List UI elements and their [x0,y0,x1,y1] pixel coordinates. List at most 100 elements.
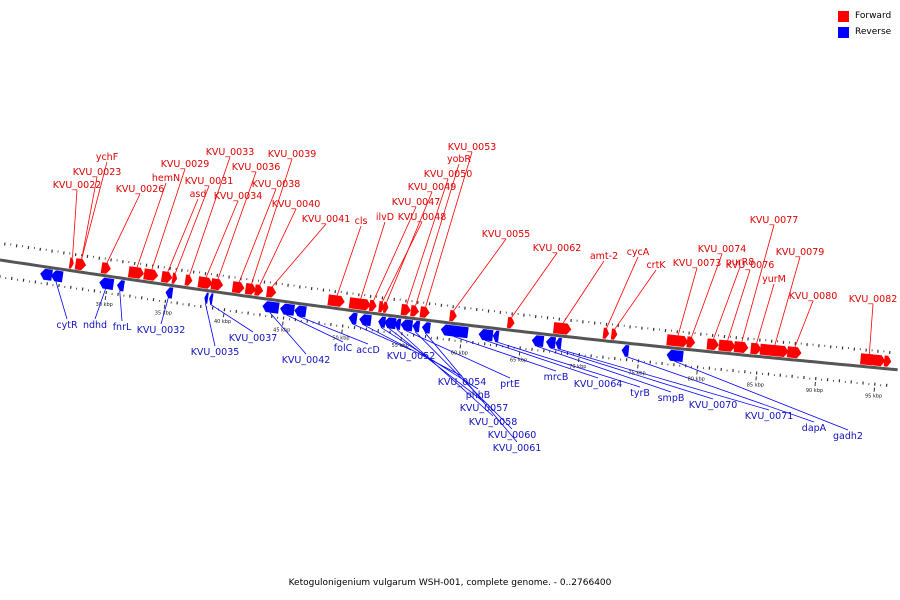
forward-gene-arrow[interactable] [883,355,892,367]
forward-gene-label: yurM [762,274,786,285]
reverse-gene-label: KVU_0060 [488,430,537,441]
kbp-tick-label: 40 kbp [214,319,231,325]
reverse-gene-arrow[interactable] [492,330,500,342]
forward-gene-arrow[interactable] [77,258,84,270]
reverse-gene-arrow[interactable] [412,320,421,333]
forward-gene-arrow[interactable] [602,327,610,339]
forward-gene-arrow[interactable] [100,262,111,274]
forward-gene-arrow[interactable] [382,301,389,313]
forward-gene-label: KVU_0076 [726,260,775,271]
forward-gene-arrow[interactable] [733,341,749,353]
reverse-leader [495,341,641,388]
forward-leader [713,266,741,340]
reverse-gene-arrow[interactable] [280,303,295,316]
reverse-gene-arrow[interactable] [117,280,125,292]
forward-gene-arrow[interactable] [171,272,178,284]
kbp-tick-label: 45 kbp [273,327,290,333]
reverse-leader [624,355,815,423]
forward-leader [794,300,814,348]
reverse-gene-arrow[interactable] [546,336,557,349]
forward-gene-arrow[interactable] [143,268,159,281]
forward-gene-arrow[interactable] [254,284,264,296]
forward-gene-label: KVU_0055 [482,229,531,240]
forward-gene-arrow[interactable] [266,286,277,298]
forward-gene-arrow[interactable] [759,343,789,357]
forward-gene-arrow[interactable] [210,278,224,291]
forward-gene-arrow[interactable] [197,276,213,289]
reverse-leader [160,298,169,325]
reverse-gene-arrow[interactable] [621,345,630,357]
forward-gene-arrow[interactable] [184,274,193,286]
forward-gene-arrow[interactable] [553,322,572,335]
forward-gene-label: KVU_0041 [302,214,351,225]
forward-gene-arrow[interactable] [419,306,430,318]
kbp-tick [222,313,225,318]
forward-gene-arrow[interactable] [506,316,515,329]
reverse-gene-label: tyrB [630,388,650,399]
forward-gene-arrow[interactable] [348,297,371,311]
reverse-leader [536,345,672,393]
forward-gene-arrow[interactable] [160,271,173,283]
forward-gene-arrow[interactable] [449,310,457,322]
forward-leader [756,283,775,344]
reverse-gene-arrow[interactable] [50,270,64,283]
forward-gene-arrow[interactable] [718,339,736,352]
reverse-gene-label: KVU_0054 [438,377,487,388]
forward-gene-arrow[interactable] [378,301,385,313]
forward-gene-arrow[interactable] [706,338,719,351]
forward-gene-arrow[interactable] [400,303,411,316]
reverse-gene-arrow[interactable] [262,301,280,314]
forward-gene-arrow[interactable] [860,353,878,366]
forward-gene-label: KVU_0034 [214,191,263,202]
forward-gene-arrow[interactable] [686,336,696,348]
reverse-gene-arrow[interactable] [400,319,414,332]
kbp-tick [163,304,166,309]
forward-gene-arrow[interactable] [327,294,345,307]
kbp-tick-labels: 30 kbp 35 kbp 40 kbp 45 kbp 50 kbp 55 kbp 60 k… [96,295,882,400]
reverse-gene-arrow[interactable] [666,349,684,362]
forward-gene-label: cycA [627,247,650,258]
reverse-gene-arrow[interactable] [421,322,431,334]
reverse-gene-arrow[interactable] [348,312,358,325]
reverse-gene-arrow[interactable] [555,337,563,349]
forward-gene-arrow[interactable] [873,354,886,367]
reverse-gene-arrow[interactable] [165,287,174,299]
reverse-gene-label: mrcB [544,372,569,383]
forward-gene-arrow[interactable] [666,334,689,347]
forward-gene-arrow[interactable] [786,346,802,359]
kbp-tick-label: 60 kbp [451,350,468,356]
forward-leader [774,256,801,346]
reverse-gene-arrow[interactable] [378,316,386,328]
forward-gene-arrow[interactable] [368,299,377,312]
reverse-gene-arrow[interactable] [204,292,209,304]
reverse-gene-arrow[interactable] [294,305,307,318]
kbp-tick [282,321,284,326]
forward-gene-arrow[interactable] [244,283,257,295]
reverse-gene-arrow[interactable] [531,335,545,347]
forward-gene-arrow[interactable] [127,266,144,279]
forward-leader [167,198,199,272]
forward-gene-arrow[interactable] [410,305,419,317]
forward-gene-arrow[interactable] [231,281,245,294]
kbp-tick-label: 50 kbp [332,335,349,341]
reverse-gene-arrow[interactable] [394,318,402,330]
reverse-gene-arrow[interactable] [209,293,214,305]
reverse-gene-arrow[interactable] [359,314,372,327]
reverse-gene-label: accD [356,345,380,356]
forward-leader [614,269,657,330]
kbp-tick-label: 65 kbp [510,357,527,363]
reverse-gene-label: KVU_0071 [745,411,794,422]
reverse-gene-arrow[interactable] [99,277,115,290]
reverse-gene-arrow[interactable] [440,324,469,339]
reverse-gene-label: KVU_0070 [689,400,738,411]
forward-gene-arrow[interactable] [610,328,618,340]
forward-gene-label: KVU_0031 [185,176,234,187]
forward-gene-label: KVU_0039 [268,149,317,160]
reverse-gene-arrow[interactable] [478,329,494,342]
forward-gene-arrow[interactable] [750,342,762,355]
forward-leader [562,260,605,324]
reverse-gene-arrow[interactable] [384,317,397,330]
forward-gene-arrow[interactable] [68,257,74,269]
reverse-gene-arrow[interactable] [40,268,53,281]
reverse-genes [40,268,684,362]
